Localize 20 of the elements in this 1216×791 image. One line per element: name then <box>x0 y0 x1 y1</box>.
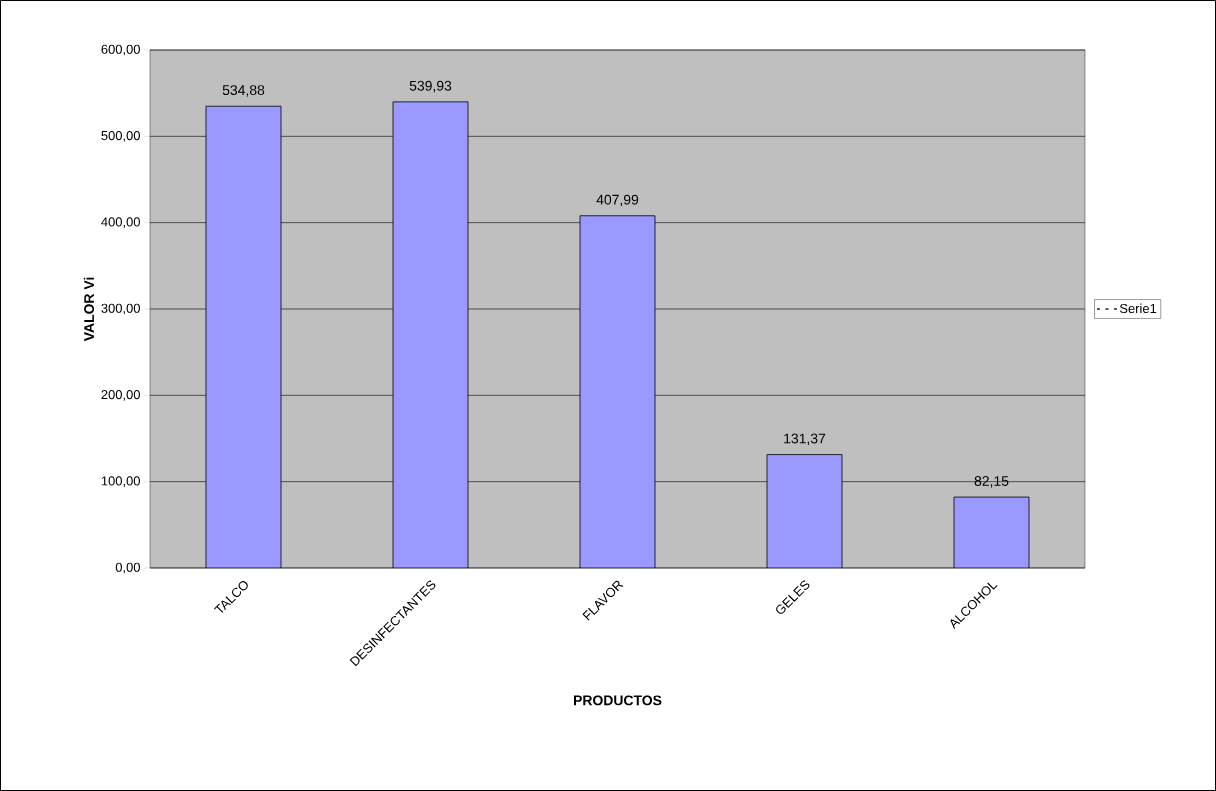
data-label: 407,99 <box>596 194 639 207</box>
y-axis-title: VALOR Vi <box>83 277 95 342</box>
data-label: 539,93 <box>409 80 452 93</box>
bar <box>953 496 1030 568</box>
y-tick-label: 0,00 <box>115 562 140 574</box>
x-axis-title: PRODUCTOS <box>574 695 662 706</box>
y-tick-label: 200,00 <box>101 389 140 401</box>
data-label: 82,15 <box>974 476 1009 488</box>
bar <box>579 215 656 568</box>
data-label: 534,88 <box>222 85 265 97</box>
text: Serie1 <box>1119 303 1157 314</box>
y-tick-label: 400,00 <box>101 217 140 229</box>
y-tick-label: 100,00 <box>101 476 140 488</box>
y-tick-label: 500,00 <box>101 130 140 142</box>
data-label: 131,37 <box>784 433 826 446</box>
y-tick-label: 600,00 <box>101 44 140 56</box>
y-tick-label: 300,00 <box>101 303 140 315</box>
bar <box>392 101 469 568</box>
bar <box>205 105 282 568</box>
bar <box>766 454 843 568</box>
